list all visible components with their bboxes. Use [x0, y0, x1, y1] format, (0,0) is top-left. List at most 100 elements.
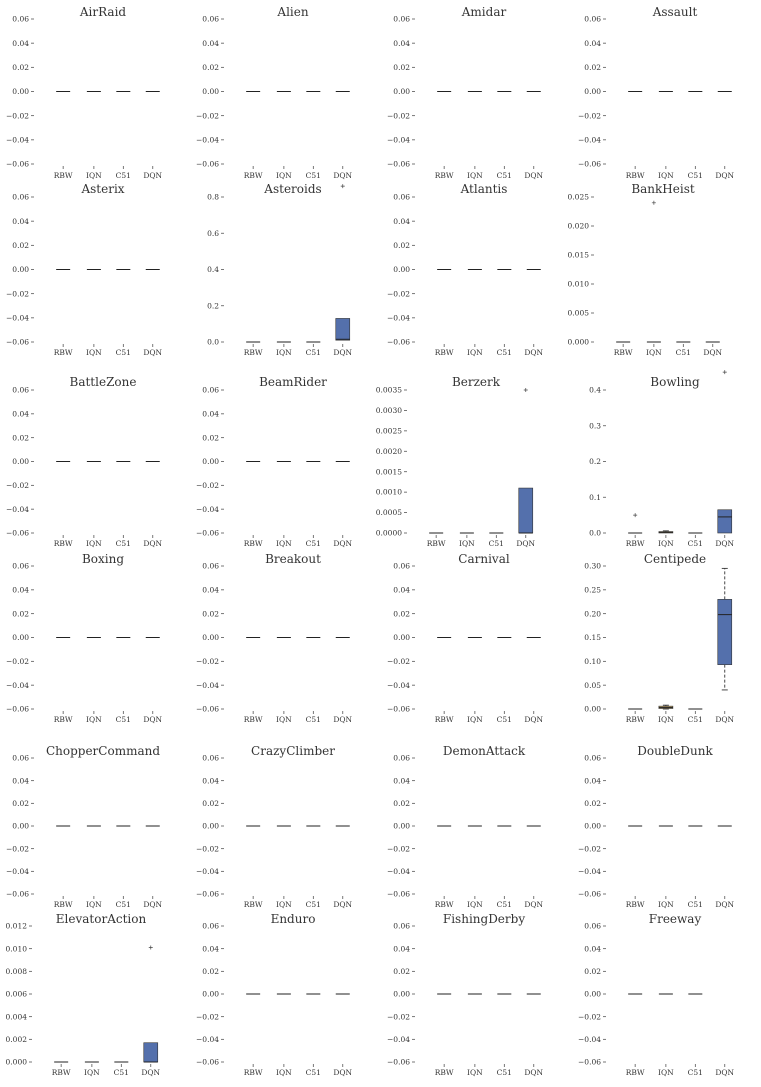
y-tick-label: −0.04 — [196, 135, 219, 144]
y-tick-label: 0.02 — [202, 433, 219, 442]
y-tick-label: 0.0 — [589, 529, 601, 538]
x-tick-label: C51 — [306, 900, 321, 909]
x-tick-label: DQN — [524, 348, 543, 357]
x-tick-label: RBW — [244, 1068, 263, 1077]
x-tick-label: IQN — [276, 715, 292, 724]
y-tick-label: 0.010 — [6, 944, 28, 953]
y-tick-label: 0.012 — [6, 922, 28, 931]
y-tick-label: 0.04 — [393, 585, 410, 594]
x-tick-label: IQN — [86, 171, 102, 180]
y-tick-label: −0.02 — [6, 844, 29, 853]
y-tick-label: 0.00 — [12, 87, 29, 96]
chart-title: BattleZone — [70, 375, 137, 389]
y-tick-label: 0.00 — [584, 990, 601, 999]
x-tick-label: C51 — [497, 348, 512, 357]
x-tick-label: RBW — [435, 348, 454, 357]
y-tick-label: −0.02 — [196, 1012, 219, 1021]
x-tick-label: RBW — [54, 900, 73, 909]
x-tick-label: RBW — [52, 1068, 71, 1077]
x-tick-label: C51 — [688, 715, 703, 724]
y-tick-label: 0.02 — [12, 609, 29, 618]
chart-amidar: Amidar 0.06 0.04 0.02 0.00 −0.02 −0.04 −0.06 RBW… — [387, 5, 544, 180]
y-tick-label: 0.0 — [207, 338, 219, 347]
x-tick-label: IQN — [658, 900, 674, 909]
chart-battlezone: BattleZone 0.06 0.04 0.02 0.00 −0.02 −0.04 −0.0… — [6, 375, 163, 548]
x-tick-label: C51 — [116, 348, 131, 357]
y-tick-label: −0.02 — [387, 289, 410, 298]
y-tick-label: 0.2 — [207, 301, 219, 310]
y-tick-label: 0.0000 — [376, 529, 402, 538]
y-tick-label: −0.02 — [6, 657, 29, 666]
y-tick-label: −0.02 — [387, 111, 410, 120]
y-tick-label: −0.06 — [6, 529, 29, 538]
y-tick-label: 0.004 — [6, 1012, 28, 1021]
x-tick-label: RBW — [626, 1068, 645, 1077]
x-tick-label: C51 — [116, 715, 131, 724]
y-tick-label: −0.04 — [6, 867, 29, 876]
y-tick-label: −0.02 — [196, 111, 219, 120]
y-tick-label: 0.06 — [12, 193, 29, 202]
y-tick-label: −0.02 — [578, 111, 601, 120]
x-tick-label: IQN — [658, 171, 674, 180]
chart-asteroids: Asteroids 0.8 0.6 0.4 0.2 0.0 RBW IQN C51 DQN — [207, 182, 352, 357]
x-tick-label: IQN — [467, 1068, 483, 1077]
y-tick-label: 0.04 — [202, 409, 219, 418]
chart-fishingderby: FishingDerby 0.06 0.04 0.02 0.00 −0.02 −0.04 −0… — [387, 912, 544, 1077]
chart-title: Amidar — [461, 5, 507, 19]
y-tick-label: 0.008 — [6, 967, 28, 976]
y-tick-label: 0.02 — [12, 799, 29, 808]
x-tick-label: DQN — [715, 539, 734, 548]
outlier-point — [148, 945, 153, 950]
y-tick-label: 0.02 — [12, 433, 29, 442]
y-tick-label: 0.06 — [584, 754, 601, 763]
y-tick-label: −0.04 — [387, 135, 410, 144]
x-tick-label: C51 — [688, 900, 703, 909]
y-tick-label: 0.02 — [393, 63, 410, 72]
chart-title: Alien — [276, 5, 308, 19]
box-body — [717, 599, 733, 665]
x-tick-label: RBW — [244, 171, 263, 180]
y-tick-label: 0.04 — [12, 409, 29, 418]
y-tick-label: 0.02 — [12, 63, 29, 72]
chart-bowling: Bowling 0.4 0.3 0.2 0.1 0.0 RBW IQN C51 DQN — [589, 370, 735, 548]
x-tick-label: C51 — [497, 1068, 512, 1077]
chart-asterix: Asterix 0.06 0.04 0.02 0.00 −0.02 −0.04 −0.06 RB… — [6, 182, 163, 357]
x-tick-label: DQN — [333, 1068, 352, 1077]
x-tick-label: IQN — [84, 1068, 100, 1077]
y-tick-label: 0.04 — [202, 585, 219, 594]
y-tick-label: 0.000 — [6, 1058, 28, 1067]
box-body — [518, 487, 534, 534]
chart-doubledunk: DoubleDunk 0.06 0.04 0.02 0.00 −0.02 −0.04 −0.0… — [578, 744, 735, 909]
x-tick-label: C51 — [306, 348, 321, 357]
y-tick-label: −0.04 — [196, 681, 219, 690]
y-tick-label: 0.005 — [568, 309, 590, 318]
y-tick-label: −0.02 — [196, 657, 219, 666]
chart-boxing: Boxing 0.06 0.04 0.02 0.00 −0.02 −0.04 −0.06 RBW… — [6, 552, 163, 724]
chart-title: DoubleDunk — [637, 744, 713, 758]
chart-carnival: Carnival 0.06 0.04 0.02 0.00 −0.02 −0.04 −0.06 R… — [387, 552, 544, 724]
y-tick-label: 0.00 — [202, 87, 219, 96]
box-iqn — [658, 530, 674, 534]
x-tick-label: C51 — [116, 900, 131, 909]
x-tick-label: C51 — [116, 171, 131, 180]
x-tick-label: DQN — [524, 1068, 543, 1077]
outlier-point — [523, 388, 528, 392]
y-tick-label: 0.00 — [202, 822, 219, 831]
y-tick-label: −0.02 — [6, 481, 29, 490]
chart-assault: Assault 0.06 0.04 0.02 0.00 −0.02 −0.04 −0.06 RB… — [578, 5, 735, 180]
y-tick-label: 0.04 — [202, 39, 219, 48]
y-tick-label: 0.00 — [202, 990, 219, 999]
y-tick-label: −0.06 — [387, 890, 410, 899]
y-tick-label: 0.06 — [12, 15, 29, 24]
chart-title: Asteroids — [263, 182, 321, 196]
x-tick-label: DQN — [333, 171, 352, 180]
x-tick-label: IQN — [459, 539, 475, 548]
y-tick-label: −0.02 — [6, 111, 29, 120]
x-tick-label: RBW — [626, 539, 645, 548]
y-tick-label: 0.06 — [202, 386, 219, 395]
box-body — [143, 1042, 159, 1063]
chart-title: Atlantis — [460, 182, 508, 196]
x-tick-label: RBW — [614, 348, 633, 357]
chart-title: Enduro — [271, 912, 316, 926]
